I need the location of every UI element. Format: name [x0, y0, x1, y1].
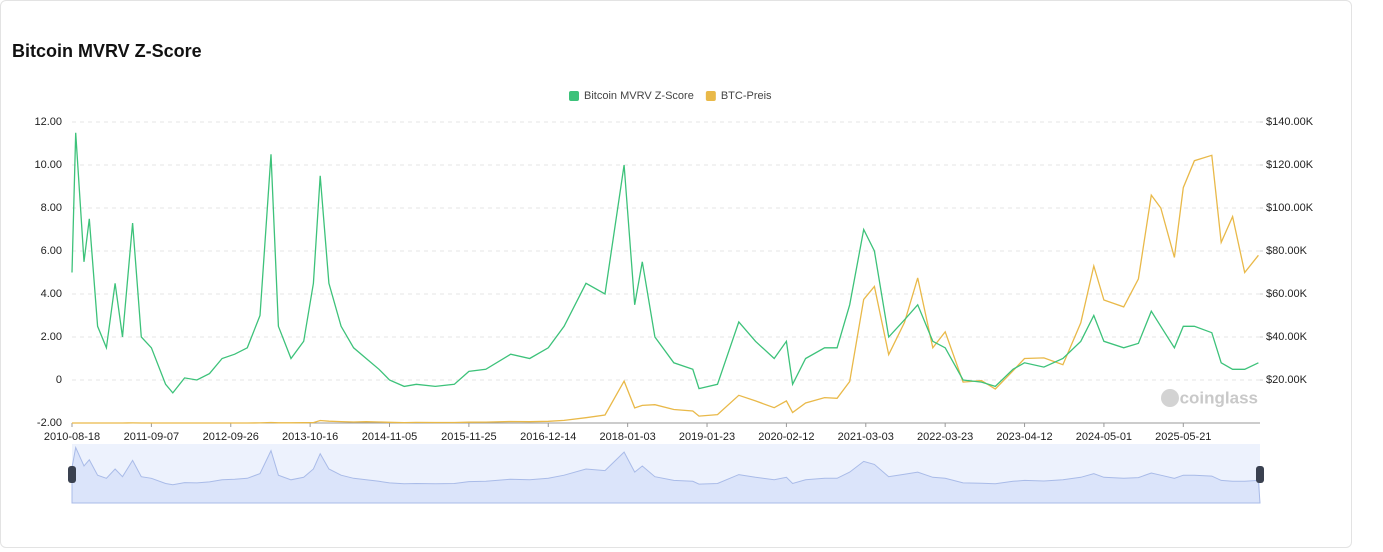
x-tick-label: 2013-10-16 — [282, 431, 338, 443]
y-tick-label: 2.00 — [41, 331, 62, 343]
x-tick-label: 2012-09-26 — [203, 431, 259, 443]
y2-tick-label: $20.00K — [1266, 374, 1308, 386]
x-tick-label: 2024-05-01 — [1076, 431, 1132, 443]
x-tick-label: 2010-08-18 — [44, 431, 100, 443]
zoom-handle[interactable] — [1256, 466, 1264, 483]
x-tick-label: 2021-03-03 — [838, 431, 894, 443]
x-tick-label: 2019-01-23 — [679, 431, 735, 443]
chart-title: Bitcoin MVRV Z-Score — [12, 41, 202, 61]
zoom-handle[interactable] — [68, 466, 76, 483]
y2-tick-label: $120.00K — [1266, 159, 1314, 171]
y-tick-label: 0 — [56, 374, 62, 386]
watermark: coinglass — [1180, 388, 1258, 407]
y2-tick-label: $60.00K — [1266, 288, 1308, 300]
x-tick-label: 2018-01-03 — [600, 431, 656, 443]
y2-tick-label: $40.00K — [1266, 331, 1308, 343]
y-tick-label: -2.00 — [37, 417, 62, 429]
x-tick-label: 2015-11-25 — [441, 431, 496, 443]
y-tick-label: 6.00 — [41, 245, 62, 257]
chart-card — [0, 0, 1352, 548]
x-tick-label: 2016-12-14 — [520, 431, 576, 443]
zoom-area — [71, 445, 1261, 504]
y-tick-label: 4.00 — [41, 288, 62, 300]
series-line — [72, 154, 1259, 424]
legend-swatch — [569, 91, 579, 101]
legend-label: BTC-Preis — [721, 90, 772, 102]
x-tick-label: 2022-03-23 — [917, 431, 973, 443]
y-tick-label: 10.00 — [34, 159, 62, 171]
y-tick-label: 12.00 — [34, 116, 62, 128]
y2-tick-label: $100.00K — [1266, 202, 1314, 214]
y2-tick-label: $80.00K — [1266, 245, 1308, 257]
x-tick-label: 2011-09-07 — [124, 431, 179, 443]
x-tick-label: 2023-04-12 — [996, 431, 1052, 443]
watermark-logo — [1161, 389, 1179, 407]
legend-label: Bitcoin MVRV Z-Score — [584, 90, 694, 102]
series-line — [71, 132, 1259, 394]
x-tick-label: 2014-11-05 — [362, 431, 417, 443]
x-tick-label: 2020-02-12 — [758, 431, 814, 443]
y-tick-label: 8.00 — [41, 202, 62, 214]
x-tick-label: 2025-05-21 — [1155, 431, 1211, 443]
y2-tick-label: $140.00K — [1266, 116, 1314, 128]
legend-swatch — [705, 91, 716, 101]
